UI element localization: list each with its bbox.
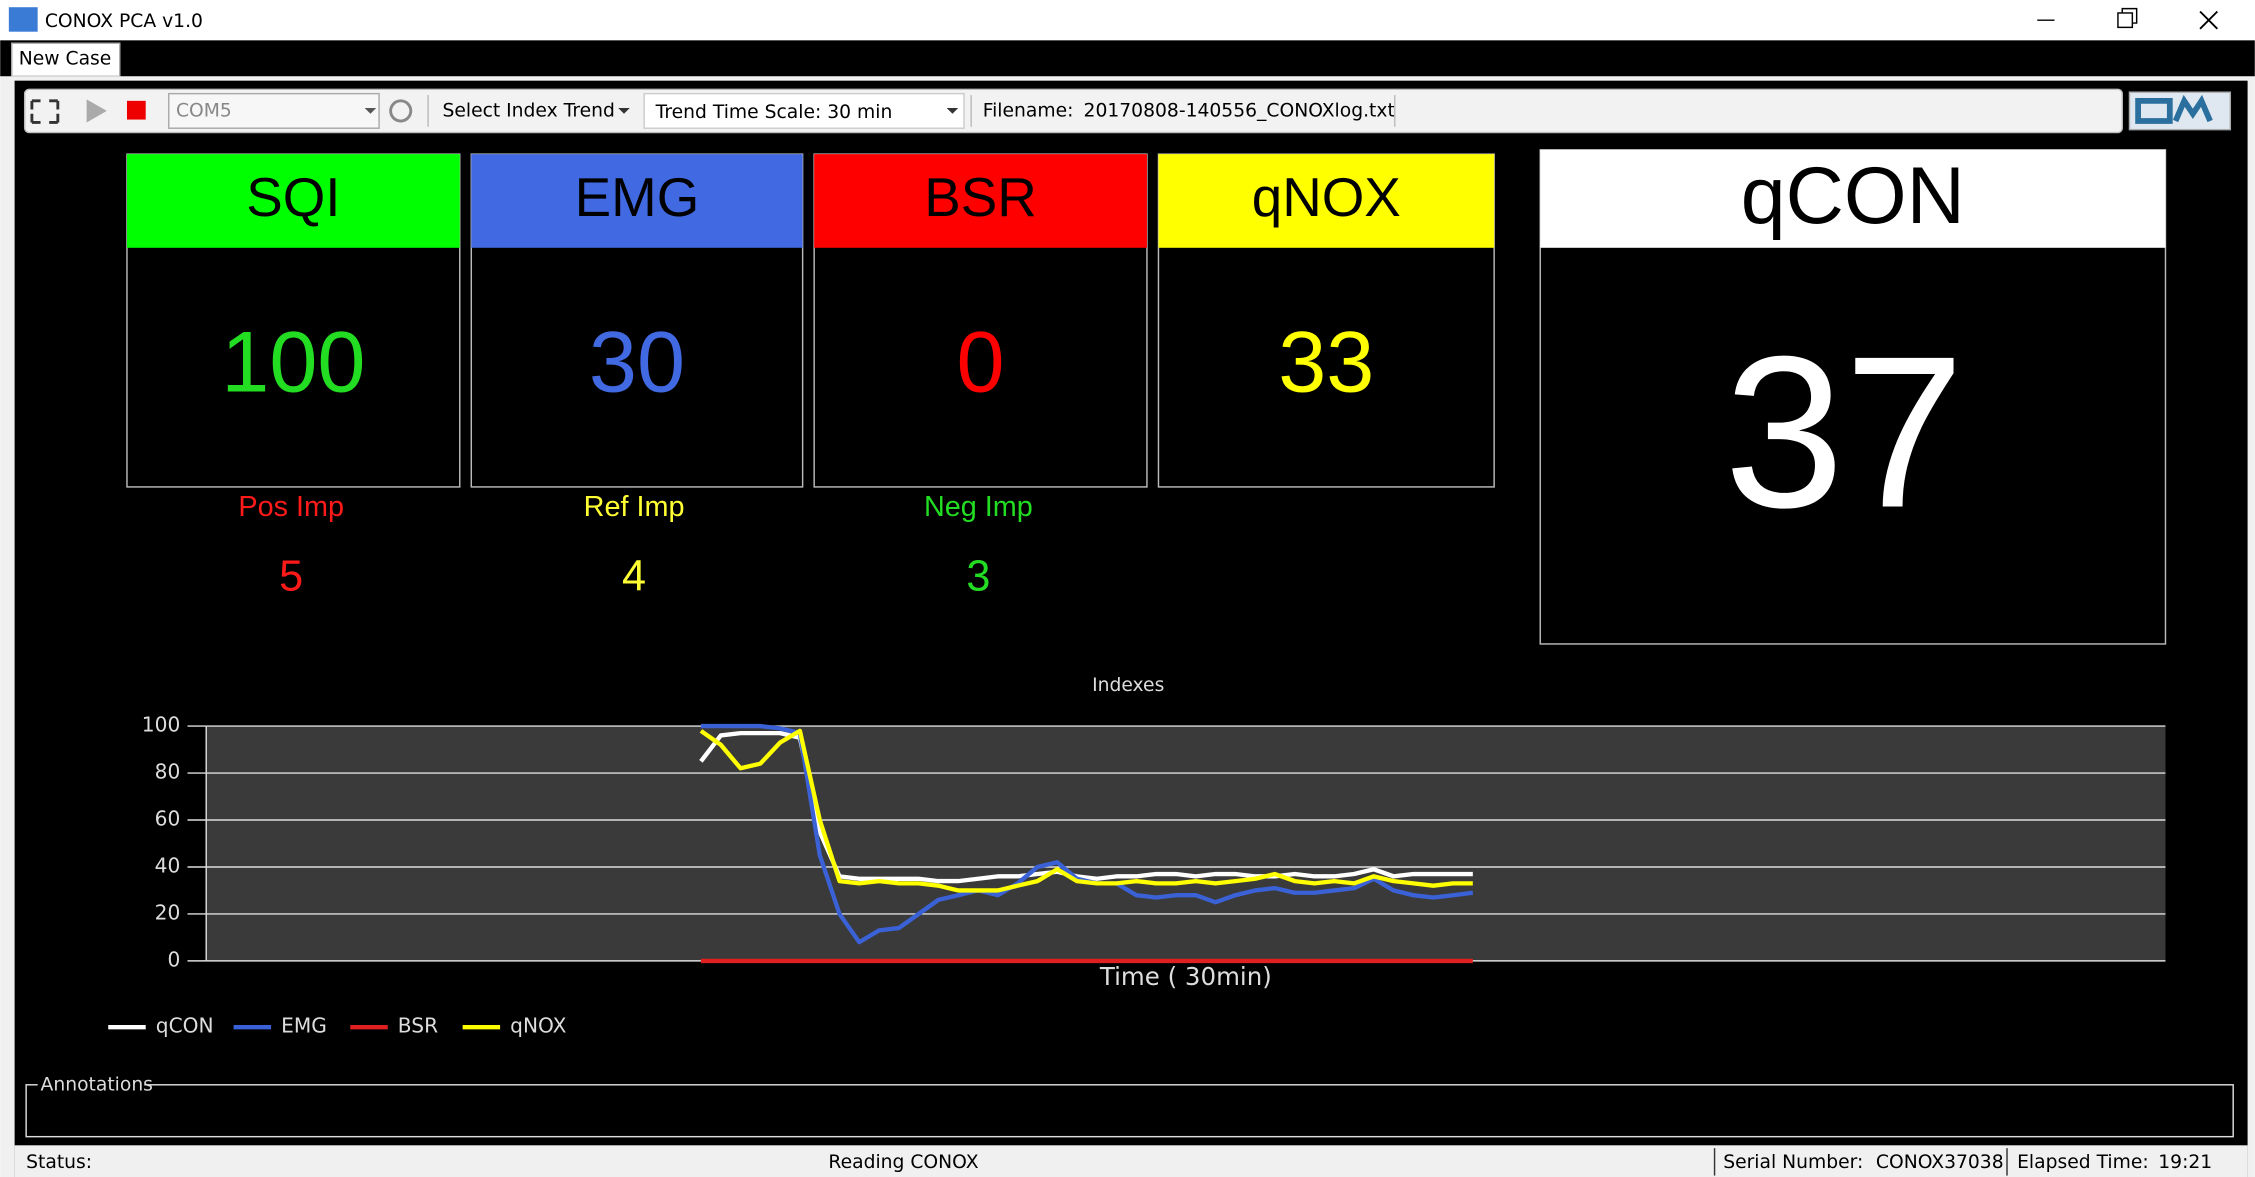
logo-mark <box>2135 94 2213 124</box>
qcon-name: qCON <box>1741 151 1965 241</box>
trend-select[interactable]: Select Index Trend <box>442 100 614 121</box>
tab-label: New Case <box>19 49 112 70</box>
chart-title: Indexes <box>1092 675 1164 696</box>
index-header <box>471 154 803 248</box>
y-tick-label: 80 <box>155 760 181 784</box>
index-value: 0 <box>957 315 1005 411</box>
series-line <box>699 728 1473 893</box>
impedance-label: Pos Imp <box>238 491 344 523</box>
legend-label: qNOX <box>510 1014 566 1038</box>
status-bar <box>14 1145 2248 1177</box>
index-value: 100 <box>221 315 365 411</box>
filename: 20170808-140556_CONOXlog.txt <box>1084 100 1395 121</box>
index-name: SQI <box>246 166 340 228</box>
port-value: COM5 <box>176 100 232 121</box>
index-name: qNOX <box>1252 166 1401 228</box>
elapsed-label: Elapsed Time: <box>2017 1152 2149 1173</box>
restore-button-back <box>2121 7 2138 24</box>
port-combo[interactable] <box>168 92 380 129</box>
y-tick-label: 0 <box>167 947 180 971</box>
combo-arrow <box>364 108 377 114</box>
play-button[interactable] <box>86 99 107 123</box>
refresh-button[interactable] <box>389 99 413 123</box>
index-value: 30 <box>589 315 685 411</box>
stop-button[interactable] <box>126 100 146 120</box>
status-message: Reading CONOX <box>828 1152 978 1173</box>
annotations-label: Annotations <box>41 1074 153 1095</box>
index-header <box>1158 154 1495 248</box>
impedance-label: Ref Imp <box>584 491 685 523</box>
restore-button[interactable] <box>2117 12 2134 29</box>
tab[interactable] <box>11 42 121 78</box>
index-value: 33 <box>1278 315 1374 411</box>
qcon-value: 37 <box>1724 311 1964 553</box>
impedance-value: 3 <box>966 553 990 601</box>
index-header <box>814 154 1147 248</box>
y-tick-label: 100 <box>142 713 180 737</box>
serial-number: CONOX37038 <box>1876 1152 2004 1173</box>
serial-label: Serial Number: <box>1723 1152 1863 1173</box>
time-scale: Trend Time Scale: 30 min <box>655 102 893 123</box>
status-label: Status: <box>26 1152 92 1173</box>
index-header <box>126 154 460 248</box>
x-axis-label: Time ( 30min) <box>1099 962 1272 991</box>
index-name: EMG <box>575 166 700 228</box>
plot-area <box>206 726 2166 961</box>
legend-label: EMG <box>281 1014 327 1038</box>
impedance-value: 4 <box>622 553 646 601</box>
window-title: CONOX PCA v1.0 <box>45 11 203 32</box>
index-name: BSR <box>924 166 1037 228</box>
y-tick-label: 20 <box>155 900 181 924</box>
impedance-label: Neg Imp <box>924 491 1033 523</box>
impedance-value: 5 <box>279 553 303 601</box>
elapsed-time: 19:21 <box>2158 1152 2212 1173</box>
legend-label: BSR <box>398 1014 438 1038</box>
y-tick-label: 40 <box>155 853 181 877</box>
legend-label: qCON <box>156 1014 214 1038</box>
qcon-header <box>1540 149 2166 248</box>
fullscreen-button[interactable] <box>30 99 60 124</box>
filename-label: Filename: <box>983 100 1074 121</box>
close-button[interactable] <box>2199 10 2219 30</box>
toolbar <box>23 88 2123 134</box>
title-bar <box>0 0 2255 41</box>
annotations-label-bg <box>37 1073 145 1097</box>
app-icon <box>8 7 38 32</box>
y-tick-label: 60 <box>155 807 181 831</box>
dropdown-arrow <box>946 108 959 114</box>
annotations-box[interactable] <box>25 1084 2234 1138</box>
dropdown-arrow <box>618 108 630 114</box>
time-scale-combo[interactable] <box>643 92 965 129</box>
tab-strip <box>0 40 2255 77</box>
